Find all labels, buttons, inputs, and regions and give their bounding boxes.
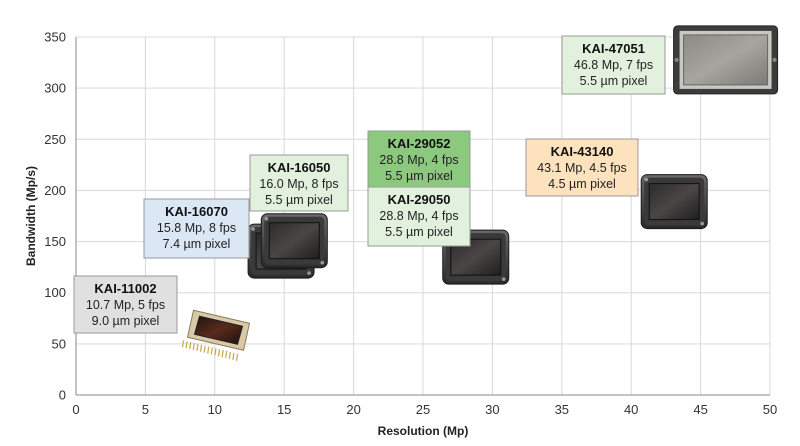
- y-tick-label: 200: [44, 183, 66, 198]
- sensor-name: KAI-16070: [165, 204, 228, 219]
- label-box-bg: [525, 138, 639, 197]
- mount-hole: [772, 57, 777, 62]
- sensor-image-kai-47051: [673, 25, 779, 95]
- x-tick-label: 25: [416, 402, 430, 417]
- sensor-pixel-line: 9.0 µm pixel: [92, 314, 160, 328]
- sensor-spec-line: 43.1 Mp, 4.5 fps: [537, 161, 627, 175]
- label-box-bg: [143, 198, 250, 259]
- sensor-spec-line: 16.0 Mp, 8 fps: [259, 177, 338, 191]
- x-tick-label: 40: [624, 402, 638, 417]
- x-tick-label: 15: [277, 402, 291, 417]
- y-axis-title: Bandwidth (Mp/s): [24, 166, 38, 266]
- mount-hole: [307, 271, 311, 275]
- sensor-name: KAI-47051: [582, 41, 645, 56]
- sensor-spec-line: 28.8 Mp, 4 fps: [379, 153, 458, 167]
- sensor-name: KAI-29050: [388, 192, 451, 207]
- x-tick-label: 5: [142, 402, 149, 417]
- x-tick-label: 30: [485, 402, 499, 417]
- y-tick-label: 0: [59, 388, 66, 403]
- sensor-pixel-line: 5.5 µm pixel: [265, 193, 333, 207]
- axes: 0 5 10 15 20 25 30 35 40 45 50 0 50 100 150 200 250 300 35…: [24, 30, 777, 439]
- sensor-die: [268, 222, 320, 260]
- x-tick-label: 10: [208, 402, 222, 417]
- x-tick-label: 50: [763, 402, 777, 417]
- sensor-spec-line: 46.8 Mp, 7 fps: [574, 58, 653, 72]
- sensor-image-kai-11002: [181, 309, 251, 361]
- x-axis-title: Resolution (Mp): [378, 424, 469, 438]
- x-tick-label: 45: [693, 402, 707, 417]
- sensor-spec-line: 15.8 Mp, 8 fps: [157, 221, 236, 235]
- y-tick-label: 50: [52, 336, 66, 351]
- x-tick-label: 20: [346, 402, 360, 417]
- label-box-kai-29050: KAI-29050 28.8 Mp, 4 fps 5.5 µm pixel: [367, 186, 471, 247]
- sensor-pixel-line: 5.5 µm pixel: [385, 169, 453, 183]
- sensor-pixel-line: 5.5 µm pixel: [385, 225, 453, 239]
- mount-hole: [264, 216, 269, 221]
- mount-hole: [644, 177, 649, 182]
- sensor-pins: [181, 340, 239, 361]
- y-tick-label: 350: [44, 30, 66, 45]
- mount-hole: [320, 260, 325, 265]
- y-tick-label: 300: [44, 81, 66, 96]
- sensor-name: KAI-11002: [94, 281, 156, 296]
- mount-hole: [700, 221, 705, 226]
- sensor-name: KAI-16050: [268, 160, 331, 175]
- sensor-name: KAI-43140: [551, 144, 614, 159]
- sensor-die: [648, 183, 700, 221]
- label-box-kai-16070: KAI-16070 15.8 Mp, 8 fps 7.4 µm pixel: [143, 198, 250, 259]
- sensor-pixel-line: 4.5 µm pixel: [548, 177, 616, 191]
- sensor-image-kai-16070: [260, 213, 328, 269]
- sensor-pixel-line: 7.4 µm pixel: [163, 237, 231, 251]
- label-box-kai-47051: KAI-47051 46.8 Mp, 7 fps 5.5 µm pixel: [561, 35, 666, 95]
- label-box-kai-43140: KAI-43140 43.1 Mp, 4.5 fps 4.5 µm pixel: [525, 138, 639, 197]
- y-tick-label: 250: [44, 132, 66, 147]
- sensor-name: KAI-29052: [388, 136, 451, 151]
- x-tick-label: 35: [555, 402, 569, 417]
- label-box-bg: [561, 35, 666, 95]
- x-tick-label: 0: [72, 402, 79, 417]
- sensor-image-kai-43140: [640, 174, 708, 230]
- sensor-die: [193, 315, 244, 345]
- sensor-pixel-line: 5.5 µm pixel: [580, 74, 648, 88]
- label-box-bg: [367, 186, 471, 247]
- sensor-spec-line: 28.8 Mp, 4 fps: [379, 209, 458, 223]
- label-box-bg: [367, 130, 471, 188]
- label-box-bg: [249, 154, 349, 212]
- label-box-kai-11002: KAI-11002 10.7 Mp, 5 fps 9.0 µm pixel: [73, 275, 178, 334]
- mount-hole: [501, 277, 506, 281]
- mount-hole: [251, 227, 255, 231]
- sensor-images: [181, 25, 779, 361]
- mount-hole: [674, 57, 679, 62]
- label-box-bg: [73, 275, 178, 334]
- y-tick-label: 100: [44, 285, 66, 300]
- label-box-kai-16050: KAI-16050 16.0 Mp, 8 fps 5.5 µm pixel: [249, 154, 349, 212]
- y-tick-label: 150: [44, 234, 66, 249]
- sensor-spec-line: 10.7 Mp, 5 fps: [86, 298, 165, 312]
- sensor-die: [683, 34, 769, 86]
- label-box-kai-29052: KAI-29052 28.8 Mp, 4 fps 5.5 µm pixel: [367, 130, 471, 188]
